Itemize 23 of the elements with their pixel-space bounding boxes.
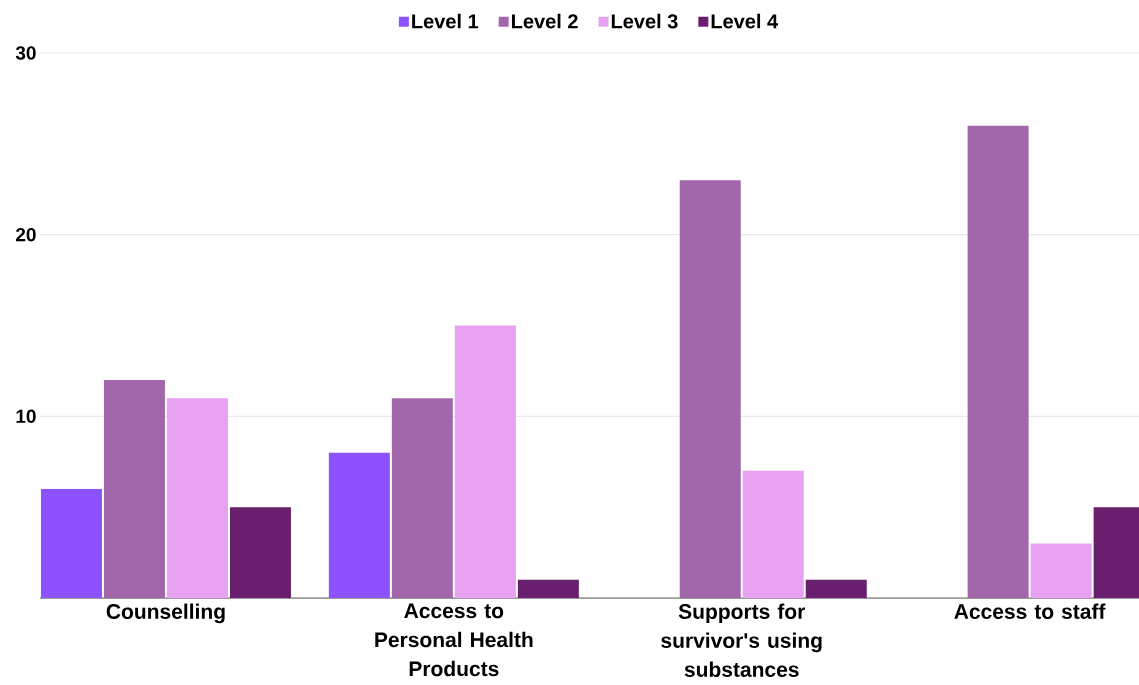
legend-label: Level 4 [711,13,779,29]
legend-label: Level 2 [512,13,578,29]
bar [328,452,390,598]
bar [229,507,291,598]
bar [742,470,804,598]
bar [679,180,741,598]
bar [805,579,867,598]
bar [454,325,516,598]
bar [103,379,165,598]
x-tick-label: Access to Personal Health Products [375,603,533,677]
legend-label: Level 1 [412,13,479,29]
x-tick-label: Counselling [106,603,225,624]
y-tick-label: 10 [16,409,36,424]
bar [40,489,102,598]
x-tick-label: Access to staff [954,603,1106,619]
bar [517,579,579,598]
legend-label: Level 3 [611,13,678,29]
y-tick-label: 30 [15,46,36,60]
bar [166,398,228,598]
y-tick-label: 20 [15,227,36,242]
bar [391,398,453,598]
x-tick-label: Supports for survivor's using substances [661,603,822,677]
bar [967,125,1029,598]
